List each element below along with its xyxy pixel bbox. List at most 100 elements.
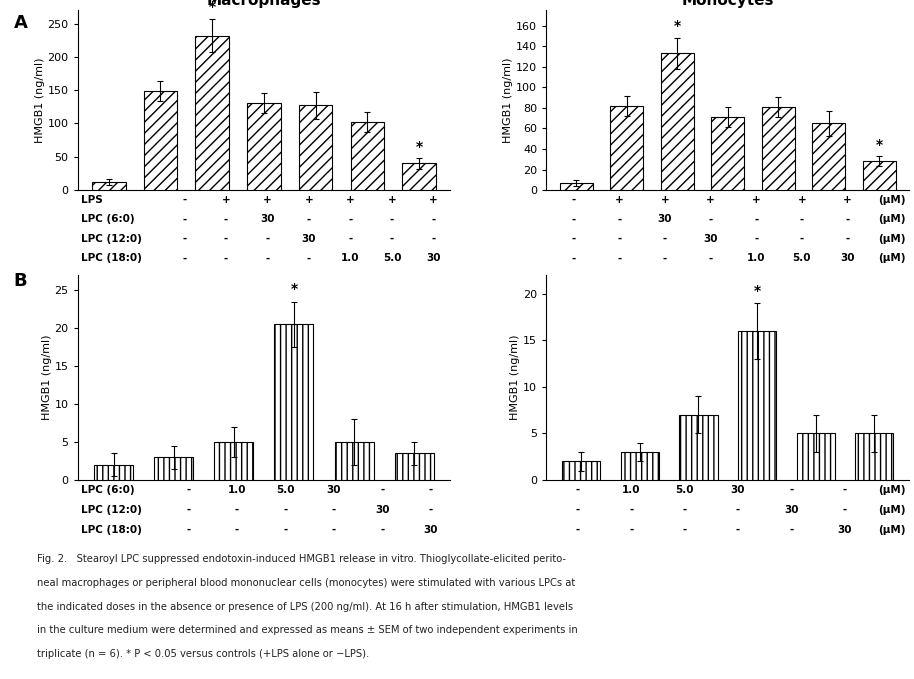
Text: -: - [431, 234, 436, 244]
Y-axis label: HMGB1 (ng/ml): HMGB1 (ng/ml) [35, 58, 45, 143]
Text: -: - [843, 505, 846, 515]
Text: in the culture medium were determined and expressed as means ± SEM of two indepe: in the culture medium were determined an… [37, 625, 578, 636]
Text: +: + [222, 195, 230, 205]
Text: +: + [388, 195, 397, 205]
Bar [274, 325, 314, 480]
Bar [247, 103, 281, 190]
Text: LPC (18:0): LPC (18:0) [81, 525, 143, 535]
Text: -: - [224, 234, 228, 244]
Text: -: - [390, 215, 394, 224]
Bar [215, 442, 253, 480]
Bar [679, 415, 717, 480]
Text: -: - [617, 253, 622, 263]
Bar [196, 35, 229, 190]
Text: (μM): (μM) [878, 215, 906, 224]
Text: LPC (18:0): LPC (18:0) [81, 253, 143, 263]
Text: +: + [430, 195, 438, 205]
Text: -: - [186, 485, 191, 495]
Text: -: - [789, 485, 793, 495]
Text: +: + [304, 195, 314, 205]
Text: -: - [348, 215, 353, 224]
Text: -: - [183, 253, 186, 263]
Bar [661, 54, 694, 190]
Text: 5.0: 5.0 [675, 485, 694, 495]
Text: +: + [263, 195, 271, 205]
Text: -: - [576, 525, 580, 535]
Bar [92, 182, 125, 190]
Bar [813, 124, 845, 190]
Text: +: + [615, 195, 623, 205]
Text: -: - [754, 234, 759, 244]
Text: -: - [754, 215, 759, 224]
Text: -: - [845, 215, 850, 224]
Text: -: - [663, 253, 667, 263]
Text: A: A [14, 14, 27, 32]
Bar [711, 117, 744, 190]
Text: -: - [789, 525, 793, 535]
Text: 1.0: 1.0 [228, 485, 247, 495]
Text: -: - [265, 253, 270, 263]
Text: -: - [571, 253, 576, 263]
Text: 5.0: 5.0 [276, 485, 295, 495]
Text: neal macrophages or peripheral blood mononuclear cells (monocytes) were stimulat: neal macrophages or peripheral blood mon… [37, 578, 575, 588]
Text: -: - [431, 215, 436, 224]
Bar [351, 122, 384, 190]
Text: Fig. 2.   Stearoyl LPC suppressed endotoxin-induced HMGB1 release in vitro. Thio: Fig. 2. Stearoyl LPC suppressed endotoxi… [37, 554, 566, 564]
Text: -: - [380, 525, 385, 535]
Bar [143, 92, 177, 190]
Text: 5.0: 5.0 [792, 253, 811, 263]
Text: 30: 30 [302, 234, 316, 244]
Text: -: - [708, 253, 713, 263]
Bar [94, 465, 133, 480]
Text: -: - [683, 505, 686, 515]
Text: B: B [14, 272, 27, 290]
Text: -: - [224, 253, 228, 263]
Text: -: - [576, 485, 580, 495]
Text: -: - [235, 505, 239, 515]
Text: LPC (6:0): LPC (6:0) [81, 215, 135, 224]
Text: *: * [753, 284, 760, 298]
Text: LPC (12:0): LPC (12:0) [81, 505, 143, 515]
Text: -: - [571, 234, 576, 244]
Text: 30: 30 [657, 215, 672, 224]
Text: -: - [283, 525, 288, 535]
Text: -: - [186, 505, 191, 515]
Text: -: - [390, 234, 394, 244]
Text: -: - [629, 505, 633, 515]
Text: 30: 30 [423, 525, 438, 535]
Text: 30: 30 [260, 215, 275, 224]
Text: 30: 30 [326, 485, 341, 495]
Bar [611, 106, 643, 190]
Text: +: + [798, 195, 806, 205]
Text: -: - [307, 215, 311, 224]
Text: -: - [183, 195, 186, 205]
Text: -: - [736, 525, 740, 535]
Text: -: - [576, 505, 580, 515]
Text: 30: 30 [375, 505, 389, 515]
Bar [797, 433, 834, 480]
Text: (μM): (μM) [878, 505, 906, 515]
Bar [621, 452, 659, 480]
Bar [299, 105, 333, 190]
Text: LPC (12:0): LPC (12:0) [81, 234, 143, 244]
Text: -: - [183, 215, 186, 224]
Bar [863, 162, 896, 190]
Text: 30: 30 [426, 253, 441, 263]
Bar [762, 107, 794, 190]
Y-axis label: HMGB1 (ng/ml): HMGB1 (ng/ml) [510, 335, 520, 420]
Text: -: - [429, 505, 433, 515]
Text: *: * [208, 1, 216, 14]
Text: +: + [707, 195, 715, 205]
Text: *: * [291, 282, 298, 297]
Text: -: - [235, 525, 239, 535]
Text: -: - [617, 215, 622, 224]
Text: -: - [307, 253, 311, 263]
Title: Monocytes: Monocytes [682, 0, 774, 7]
Text: 30: 30 [837, 525, 852, 535]
Text: -: - [845, 234, 850, 244]
Bar [402, 164, 436, 190]
Bar [335, 442, 374, 480]
Text: -: - [571, 195, 576, 205]
Text: (μM): (μM) [878, 485, 906, 495]
Text: 1.0: 1.0 [622, 485, 641, 495]
